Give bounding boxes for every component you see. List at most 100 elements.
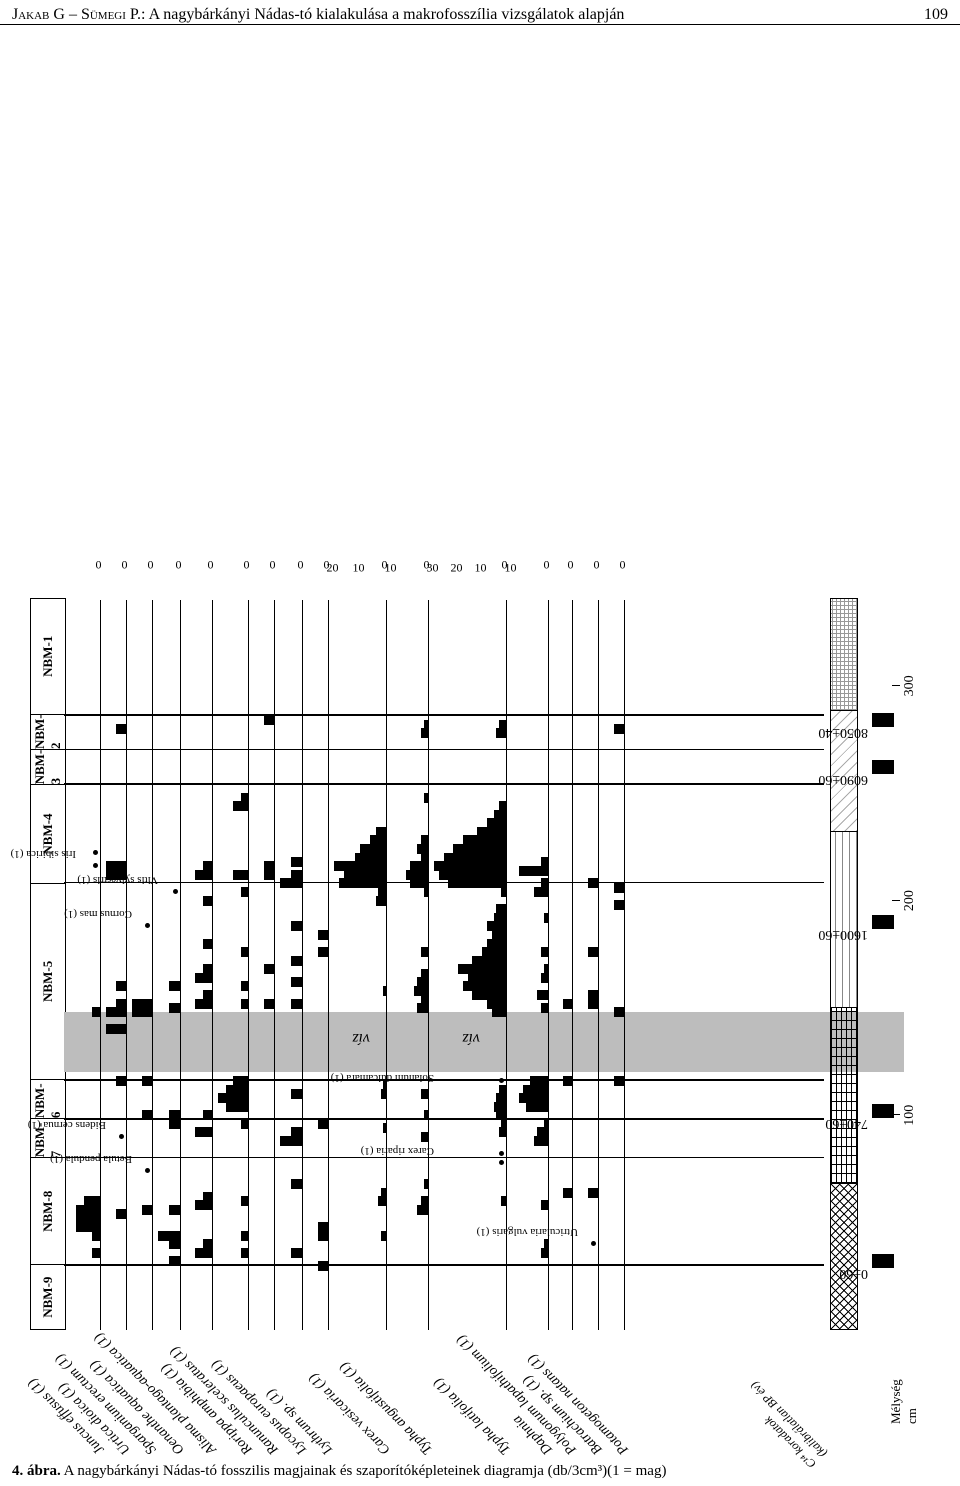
taxon-row: 0 <box>550 600 573 1330</box>
y-tick: 0 <box>620 558 626 573</box>
c14-marker <box>872 1104 894 1118</box>
depth-axis-title: Mélységcm <box>888 1379 920 1424</box>
bar <box>410 878 428 888</box>
bar <box>76 1213 100 1223</box>
bar <box>424 1110 428 1120</box>
bar <box>496 904 506 914</box>
zone-NBM-6: NBM-6 <box>31 1079 65 1118</box>
bar <box>417 977 428 987</box>
y-tick: 0 <box>176 558 182 573</box>
taxon-row: 010 <box>388 600 429 1330</box>
bar <box>410 861 428 871</box>
bar <box>106 1007 126 1017</box>
dot-label: Carex riparia (1) <box>361 1145 434 1157</box>
bar <box>523 1085 548 1095</box>
y-tick: 0 <box>148 558 154 573</box>
bar <box>417 1003 428 1013</box>
bar <box>233 801 248 811</box>
bar <box>195 973 212 983</box>
single-occurrence-dot <box>93 850 98 855</box>
y-tick: 10 <box>353 561 365 576</box>
y-tick: 20 <box>451 561 463 576</box>
depth-tick-label: 300 <box>902 675 918 696</box>
bar <box>383 986 386 996</box>
bar <box>541 878 548 888</box>
y-tick: 0 <box>594 558 600 573</box>
bar <box>264 870 274 880</box>
bar <box>519 1093 548 1103</box>
bar <box>203 1110 212 1120</box>
bar <box>541 1200 548 1210</box>
zone-NBM-2: NBM-2 <box>31 714 65 749</box>
bar <box>106 861 126 871</box>
bar <box>463 981 506 991</box>
bar <box>280 878 302 888</box>
bar <box>241 887 249 897</box>
taxon-row: Betula pendula (1)Cornus mas (1)0 <box>128 600 153 1330</box>
bar <box>424 793 428 803</box>
zone-NBM-5: NBM-5 <box>31 883 65 1079</box>
bar <box>280 1136 302 1146</box>
bar <box>588 999 598 1009</box>
bar <box>203 990 212 1000</box>
bar <box>376 827 386 837</box>
bar <box>501 1196 506 1206</box>
single-occurrence-dot <box>499 1078 504 1083</box>
c14-marker <box>872 713 894 727</box>
dot-label: Betula pendula (1) <box>50 1153 132 1165</box>
bar <box>541 1248 548 1258</box>
taxon-row: 01020 <box>330 600 387 1330</box>
bar <box>492 1007 506 1017</box>
bar <box>84 1196 100 1206</box>
dot-label: Solanum dulcamara (1) <box>331 1072 434 1084</box>
bar <box>499 720 506 730</box>
bar <box>544 913 548 923</box>
c14-label: 740±60 <box>825 1115 868 1131</box>
bar <box>132 999 152 1009</box>
c14-axis-title: C¹⁴ koradatok(kalibrálatlan BP év) <box>737 1378 830 1471</box>
bar <box>421 994 428 1004</box>
bar <box>116 981 126 991</box>
zone-NBM-8: NBM-8 <box>31 1157 65 1264</box>
bar <box>158 1231 180 1241</box>
bar <box>116 999 126 1009</box>
bar <box>76 1205 100 1215</box>
lithology-strip <box>830 598 858 1330</box>
c14-marker <box>872 1254 894 1268</box>
bar <box>116 1076 126 1086</box>
bar <box>169 1205 180 1215</box>
bar <box>487 921 506 931</box>
bar <box>534 887 548 897</box>
depth-tick-label: 200 <box>902 890 918 911</box>
zone-NBM-4: NBM-4 <box>31 784 65 883</box>
caption-label: 4. ábra. <box>12 1463 61 1479</box>
y-tick: 10 <box>385 561 397 576</box>
bar <box>501 887 506 897</box>
c14-row: 0±60740±601600±606090±608050±40 <box>860 600 894 1330</box>
taxon-row: 0 <box>250 600 275 1330</box>
single-occurrence-dot <box>119 1134 124 1139</box>
y-tick: 0 <box>244 558 250 573</box>
bar <box>203 939 212 949</box>
figure-caption: 4. ábra. A nagybárkányi Nádas-tó fosszil… <box>12 1463 666 1480</box>
c14-label: 1600±60 <box>818 926 868 942</box>
y-tick: 0 <box>298 558 304 573</box>
bar <box>106 1024 126 1034</box>
head-authors: Jakab G – Sümegi P. <box>12 6 141 23</box>
bar <box>458 964 506 974</box>
bar <box>541 1003 548 1013</box>
zone-NBM-1: NBM-1 <box>31 599 65 714</box>
bar <box>318 1261 328 1271</box>
bar <box>218 1093 248 1103</box>
taxon-row: Utricularia vulgaris (1)0 <box>574 600 599 1330</box>
bar <box>241 999 249 1009</box>
y-tick: 0 <box>122 558 128 573</box>
head-title: : A nagybárkányi Nádas-tó kialakulása a … <box>141 6 624 23</box>
viz-label: víz <box>352 1029 370 1047</box>
bar <box>142 1205 152 1215</box>
bar <box>344 870 386 880</box>
bar <box>203 964 212 974</box>
bar <box>406 870 428 880</box>
single-occurrence-dot <box>499 1151 504 1156</box>
bar <box>241 1119 249 1129</box>
